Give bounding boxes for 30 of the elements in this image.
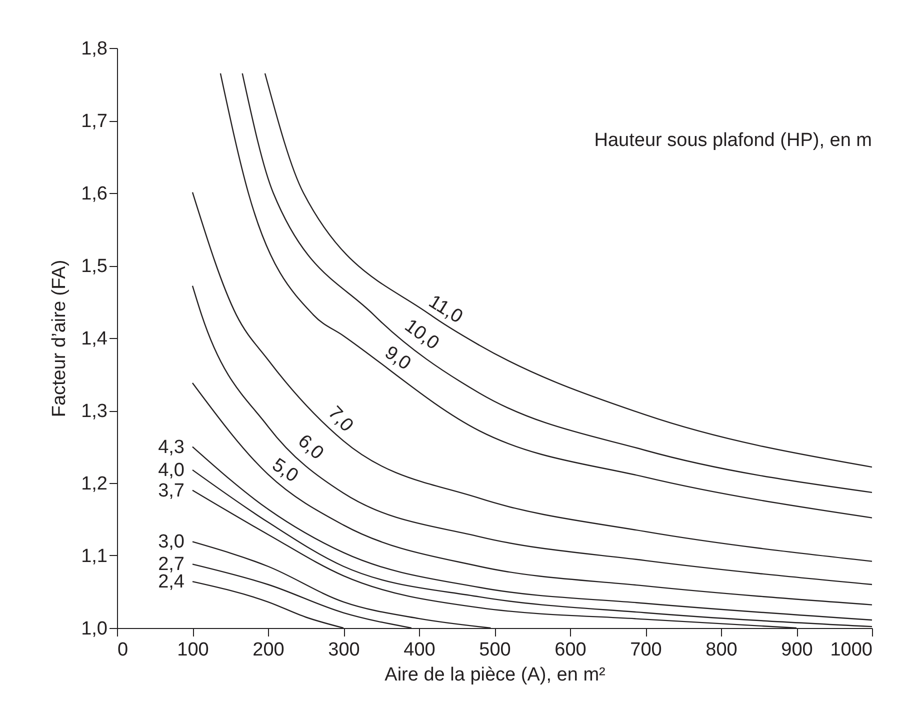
x-tick-label: 200 xyxy=(252,640,284,660)
x-tick-label: 600 xyxy=(554,640,586,660)
y-tick-label: 1,4 xyxy=(81,328,108,350)
series-label: 4,3 xyxy=(158,436,184,458)
y-tick-label: 1,0 xyxy=(81,618,108,640)
y-tick-label: 1,2 xyxy=(81,474,108,494)
x-tick-label: 300 xyxy=(328,640,360,660)
line-series xyxy=(192,285,872,586)
x-tick-label: 1000 xyxy=(830,640,872,660)
x-tick-label: 900 xyxy=(781,640,813,660)
x-tick-label: 100 xyxy=(177,640,209,660)
y-tick-label: 1,7 xyxy=(81,111,108,132)
x-tick-label: 500 xyxy=(479,640,511,660)
y-tick-label: 1,6 xyxy=(81,184,108,204)
series-label: 3,0 xyxy=(158,532,184,553)
x-tick-label: 0 xyxy=(118,640,128,660)
series-label: 3,7 xyxy=(158,480,184,502)
y-axis-title: Facteur d’aire (FA) xyxy=(49,260,70,418)
x-tick-label: 800 xyxy=(706,640,738,660)
x-axis-title: Aire de la pièce (A), en m² xyxy=(384,664,606,686)
x-tick-label: 400 xyxy=(404,640,436,660)
x-tick-label: 700 xyxy=(630,640,662,660)
annotation: Hauteur sous plafond (HP), en m xyxy=(594,130,872,151)
line-series xyxy=(192,192,872,562)
y-tick-label: 1,1 xyxy=(81,546,108,567)
line-series xyxy=(192,382,872,606)
y-tick-label: 1,3 xyxy=(81,401,108,422)
y-tick-label: 1,5 xyxy=(81,256,108,277)
series-label: 4,0 xyxy=(158,460,184,481)
y-tick-label: 1,8 xyxy=(81,38,108,60)
